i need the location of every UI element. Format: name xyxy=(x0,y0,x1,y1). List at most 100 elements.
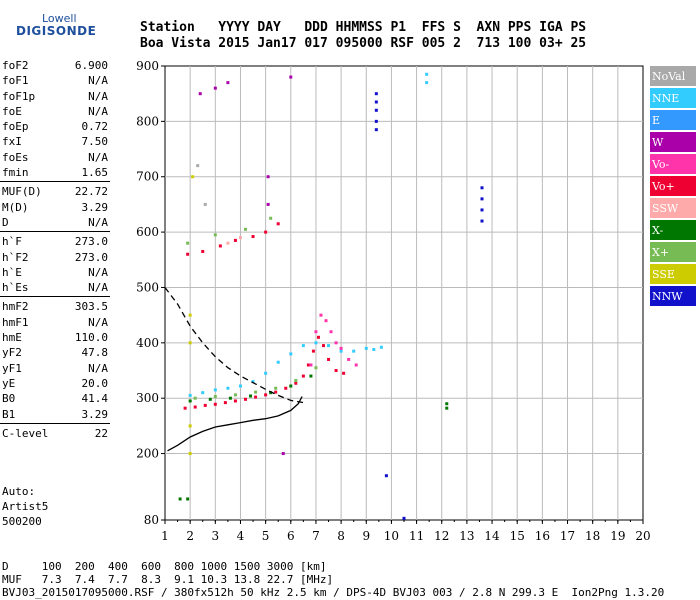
echo-point xyxy=(201,249,205,253)
param-name: hmF1 xyxy=(2,315,29,329)
x-tick-label: 18 xyxy=(585,529,600,543)
echo-point xyxy=(364,346,368,350)
legend-item: NoVal xyxy=(650,66,696,88)
y-tick-label: 900 xyxy=(136,59,159,73)
legend-item: Vo+ xyxy=(650,176,696,198)
x-tick-label: 6 xyxy=(287,529,295,543)
param-name: h`F2 xyxy=(2,250,29,264)
x-tick-label: 7 xyxy=(312,529,320,543)
parameter-panel: foF2 6.900 foF1 N/A foF1p N/A foE N/A foEp 0.72 fx… xyxy=(0,58,112,441)
echo-point xyxy=(266,175,270,179)
param-row: hmE 110.0 xyxy=(0,330,112,345)
x-tick-label: 10 xyxy=(384,529,399,543)
y-tick-label: 300 xyxy=(136,391,159,405)
echo-point xyxy=(374,108,378,112)
echo-point xyxy=(188,313,192,317)
echo-point xyxy=(264,393,268,397)
echo-point xyxy=(244,227,248,231)
echo-point xyxy=(213,402,217,406)
echo-point xyxy=(324,319,328,323)
echo-point xyxy=(309,363,313,367)
param-row: M(D) 3.29 xyxy=(0,200,112,215)
echo-point xyxy=(372,347,376,351)
param-value: 22.72 xyxy=(74,185,108,199)
legend-item: E xyxy=(650,110,696,132)
echo-point xyxy=(319,313,323,317)
echo-point xyxy=(254,395,258,399)
electron-density-profile-curve xyxy=(167,396,303,452)
echo-point xyxy=(314,330,318,334)
legend-item: NNE xyxy=(650,88,696,110)
echo-point xyxy=(480,186,484,190)
param-value: 7.50 xyxy=(81,135,109,149)
y-tick-label: 700 xyxy=(136,170,159,184)
param-name: foEs xyxy=(2,150,29,164)
param-row: foF1 N/A xyxy=(0,73,112,88)
echo-point xyxy=(178,497,182,501)
echo-point xyxy=(294,378,298,382)
echo-point xyxy=(226,81,230,85)
echo-point xyxy=(186,252,190,256)
echo-point xyxy=(314,341,318,345)
param-row: hmF1 N/A xyxy=(0,315,112,330)
param-name: hmF2 xyxy=(2,300,29,314)
echo-point xyxy=(274,386,278,390)
y-tick-label: 400 xyxy=(136,336,159,350)
param-name: h`F xyxy=(2,235,22,249)
param-name: D xyxy=(2,215,9,229)
echo-point xyxy=(213,233,217,237)
echo-point xyxy=(289,384,293,388)
echo-point xyxy=(196,164,200,168)
x-tick-label: 14 xyxy=(484,529,500,543)
echo-point xyxy=(281,452,285,456)
echo-point xyxy=(213,388,217,392)
legend-item: NNW xyxy=(650,286,696,308)
x-tick-label: 11 xyxy=(409,529,424,543)
echo-point xyxy=(327,344,331,348)
echo-point xyxy=(251,380,255,384)
x-tick-label: 15 xyxy=(510,529,525,543)
polarization-legend: NoVal NNE E W Vo- Vo+ SSW X- X+ SSE NNW xyxy=(650,66,696,308)
param-value: N/A xyxy=(88,104,108,118)
echo-point xyxy=(334,341,338,345)
echo-point xyxy=(188,452,192,456)
echo-point xyxy=(226,241,230,245)
param-value: 1.65 xyxy=(81,166,109,180)
echo-point xyxy=(274,390,278,394)
legend-item: SSW xyxy=(650,198,696,220)
footer-file-info: BVJ03_2015017095000.RSF / 380fx512h 50 k… xyxy=(2,586,665,599)
station-header: Station YYYY DAY DDD HHMMSS P1 FFS S AXN… xyxy=(140,20,586,52)
param-row: B0 41.4 xyxy=(0,391,112,406)
echo-point xyxy=(402,516,406,520)
echo-point xyxy=(316,335,320,339)
echo-point xyxy=(374,100,378,104)
echo-point xyxy=(208,397,212,401)
param-row: h`Es N/A xyxy=(0,280,112,295)
echo-point xyxy=(339,349,343,353)
echo-point xyxy=(233,393,237,397)
param-row: foE N/A xyxy=(0,104,112,119)
param-value: N/A xyxy=(88,215,108,229)
param-value: N/A xyxy=(88,74,108,88)
footer-muf-row: MUF 7.3 7.4 7.7 8.3 9.1 10.3 13.8 22.7 [… xyxy=(2,573,334,586)
echo-point xyxy=(352,349,356,353)
echo-point xyxy=(425,72,429,76)
footer-distance-row: D 100 200 400 600 800 1000 1500 3000 [km… xyxy=(2,560,327,573)
param-value: 3.29 xyxy=(81,407,109,421)
param-name: foF1p xyxy=(2,89,36,103)
echo-point xyxy=(183,406,187,410)
y-tick-label: 80 xyxy=(144,513,159,527)
param-value: 0.72 xyxy=(81,120,109,134)
echo-point xyxy=(314,366,318,370)
echo-point xyxy=(213,86,217,90)
echo-point xyxy=(327,357,331,361)
echo-point xyxy=(269,391,273,395)
legend-item: X+ xyxy=(650,242,696,264)
param-value: 303.5 xyxy=(74,300,108,314)
param-value: 273.0 xyxy=(74,235,108,249)
echo-point xyxy=(191,175,195,179)
echo-point xyxy=(374,119,378,123)
y-tick-label: 800 xyxy=(136,114,159,128)
echo-point xyxy=(480,219,484,223)
param-name: B0 xyxy=(2,392,16,406)
